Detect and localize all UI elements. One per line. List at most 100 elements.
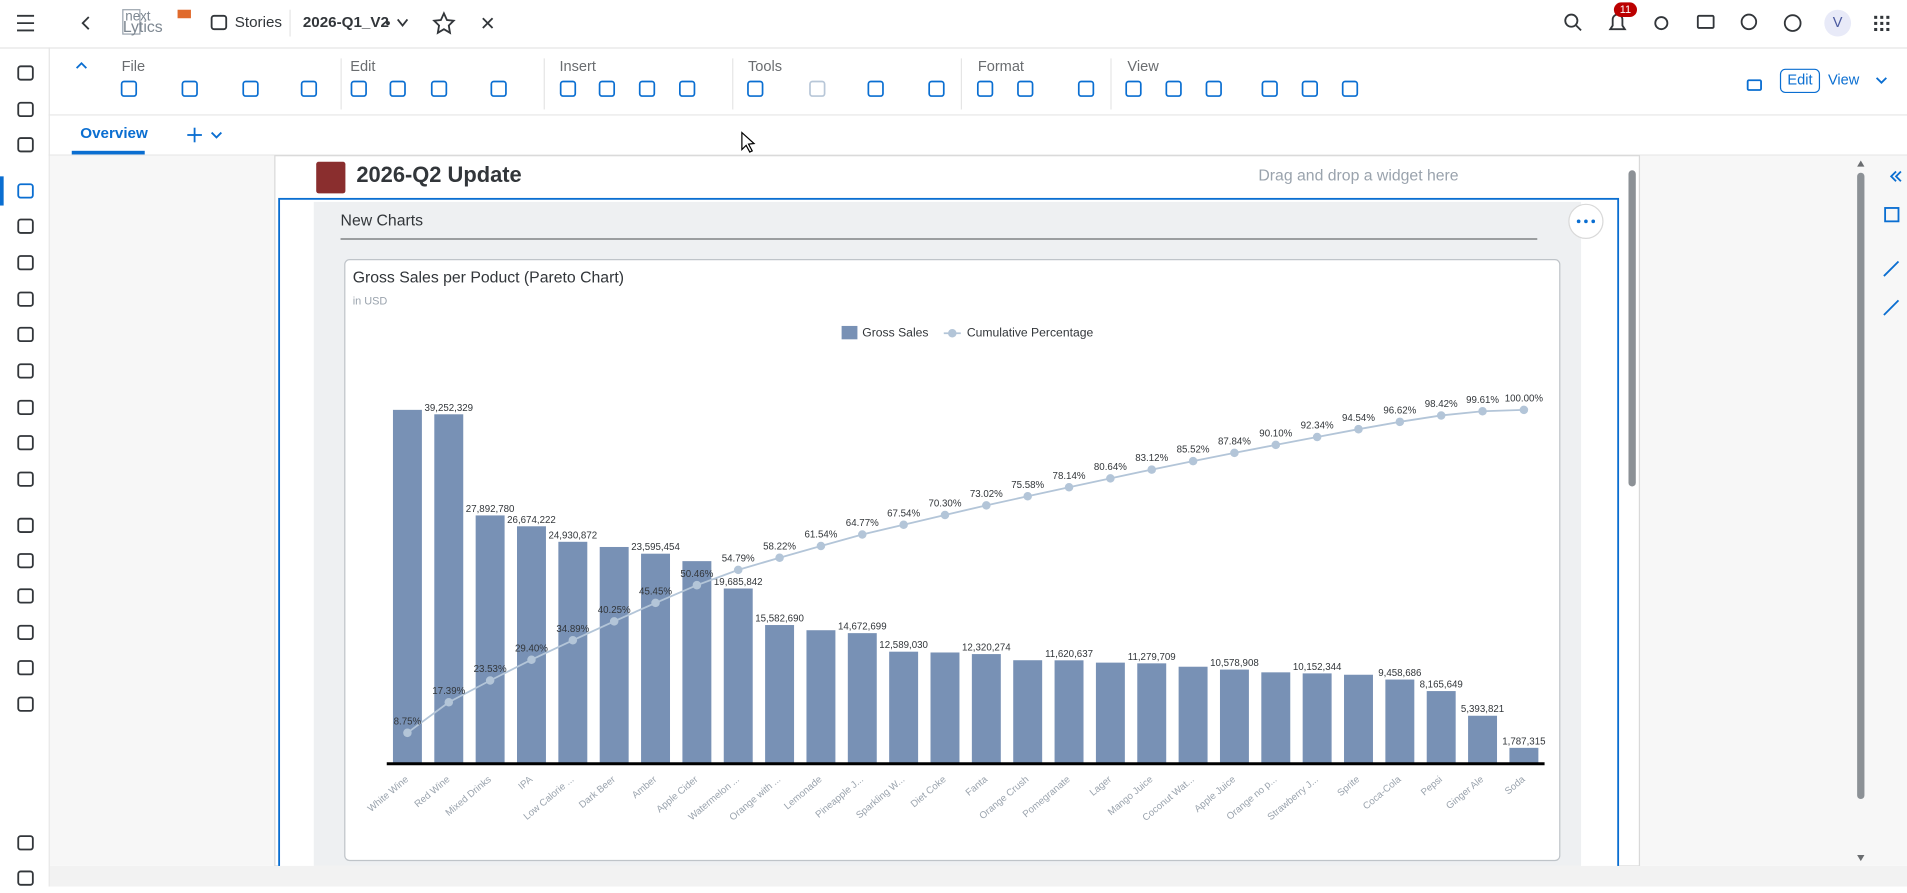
app-name[interactable]: Stories xyxy=(235,14,283,31)
nav-icon[interactable] xyxy=(17,363,34,379)
bar[interactable] xyxy=(971,654,1001,764)
toolbar-icon[interactable] xyxy=(389,80,406,97)
bar[interactable] xyxy=(1219,669,1249,764)
bar[interactable] xyxy=(1344,674,1373,764)
bar[interactable] xyxy=(1013,660,1043,764)
scroll-down[interactable] xyxy=(1857,854,1865,862)
line-point[interactable] xyxy=(1395,417,1405,427)
line-point[interactable] xyxy=(940,510,950,520)
side-panel-icons[interactable] xyxy=(1883,170,1902,316)
nav-icon[interactable] xyxy=(17,624,34,641)
toolbar-icon[interactable] xyxy=(242,80,259,97)
bar[interactable] xyxy=(1385,679,1415,764)
favorite-icon[interactable] xyxy=(432,11,456,35)
toolbar-icon[interactable] xyxy=(679,80,696,97)
toolbar-icon[interactable] xyxy=(1125,80,1142,97)
edit-button-label[interactable]: Edit xyxy=(1787,73,1812,89)
bar[interactable] xyxy=(434,414,464,764)
story-name[interactable]: 2026-Q1_V2 xyxy=(303,14,389,31)
nav-icon[interactable] xyxy=(17,660,34,676)
toolbar-icon[interactable] xyxy=(1301,80,1318,97)
line-point[interactable] xyxy=(1312,432,1322,442)
device-icon[interactable] xyxy=(1746,79,1762,91)
line-point[interactable] xyxy=(858,530,867,539)
close-icon[interactable] xyxy=(482,17,494,29)
legend-label[interactable]: Gross Sales xyxy=(862,325,928,339)
line-point[interactable] xyxy=(1271,440,1281,450)
toolbar-icon[interactable] xyxy=(181,80,198,97)
nav-icon[interactable] xyxy=(17,588,34,604)
toolbar-icon[interactable] xyxy=(1261,80,1278,97)
bar[interactable] xyxy=(475,515,505,764)
scrollbar[interactable] xyxy=(1628,170,1636,487)
line-point[interactable] xyxy=(1106,474,1115,483)
collab-icon[interactable] xyxy=(1740,13,1758,31)
dropdown-icon[interactable] xyxy=(396,18,409,28)
apps-icon[interactable] xyxy=(1874,15,1890,32)
tab[interactable]: Overview xyxy=(80,125,148,142)
bar[interactable] xyxy=(1095,662,1125,764)
toolbar-icon[interactable] xyxy=(747,80,764,97)
line-point[interactable] xyxy=(1188,456,1198,466)
nav-icon[interactable] xyxy=(17,553,34,569)
nav-icon[interactable] xyxy=(17,399,34,416)
avatar[interactable] xyxy=(1824,9,1852,37)
line-point[interactable] xyxy=(692,580,702,590)
toolbar-icon[interactable] xyxy=(350,80,367,97)
bar[interactable] xyxy=(558,541,588,764)
nav-icon[interactable] xyxy=(17,183,34,199)
bar[interactable] xyxy=(599,546,629,764)
line-point[interactable] xyxy=(1147,465,1156,474)
toolbar-icon[interactable] xyxy=(809,80,826,97)
line-point[interactable] xyxy=(651,598,660,608)
line-point[interactable] xyxy=(982,501,991,510)
bar[interactable] xyxy=(1178,666,1208,764)
line-point[interactable] xyxy=(1064,482,1074,492)
line-point[interactable] xyxy=(527,655,536,664)
bar[interactable] xyxy=(1468,715,1498,764)
nav-icon[interactable] xyxy=(17,517,34,533)
search-icon[interactable] xyxy=(1564,13,1582,32)
bar[interactable] xyxy=(1509,747,1539,764)
bar[interactable] xyxy=(1426,691,1456,764)
toolbar-icon[interactable] xyxy=(559,80,577,97)
feedback-icon[interactable] xyxy=(1696,14,1715,29)
bar[interactable] xyxy=(517,526,546,764)
bar[interactable] xyxy=(1261,672,1291,764)
line-point[interactable] xyxy=(733,565,743,575)
bar[interactable] xyxy=(889,651,919,764)
toolbar-icon[interactable] xyxy=(867,80,884,97)
nav-icon[interactable] xyxy=(17,471,34,487)
dropdown-icon[interactable] xyxy=(1875,77,1887,84)
line-point[interactable] xyxy=(899,520,908,529)
bar[interactable] xyxy=(806,630,836,764)
nav-icon[interactable] xyxy=(17,291,34,307)
line-point[interactable] xyxy=(1354,424,1363,434)
bar[interactable] xyxy=(682,561,712,764)
line-point[interactable] xyxy=(1023,492,1032,501)
toolbar-icon[interactable] xyxy=(1165,80,1182,97)
nav-icon[interactable] xyxy=(17,696,34,712)
bar[interactable] xyxy=(392,409,422,764)
toolbar-icon[interactable] xyxy=(1077,80,1095,97)
toolbar-icon[interactable] xyxy=(1341,80,1359,97)
line-point[interactable] xyxy=(568,636,578,645)
line-point[interactable] xyxy=(609,617,619,626)
toolbar-icon[interactable] xyxy=(976,80,994,97)
collapse-icon[interactable] xyxy=(75,61,87,69)
line-point[interactable] xyxy=(444,697,454,707)
toolbar-icon[interactable] xyxy=(430,80,448,97)
toolbar-icon[interactable] xyxy=(638,80,656,97)
scrollbar[interactable] xyxy=(1857,172,1865,800)
legend-label[interactable]: Cumulative Percentage xyxy=(967,325,1094,339)
back-icon[interactable] xyxy=(81,16,90,30)
view-button-label[interactable]: View xyxy=(1828,73,1860,89)
nav-icon[interactable] xyxy=(17,870,34,886)
line-point[interactable] xyxy=(1230,448,1239,458)
bar[interactable] xyxy=(1054,660,1084,764)
bar[interactable] xyxy=(1137,663,1167,764)
line-point[interactable] xyxy=(775,553,784,562)
toolbar-icon[interactable] xyxy=(120,80,138,97)
toolbar-icon[interactable] xyxy=(300,80,318,97)
line-point[interactable] xyxy=(1478,406,1487,416)
